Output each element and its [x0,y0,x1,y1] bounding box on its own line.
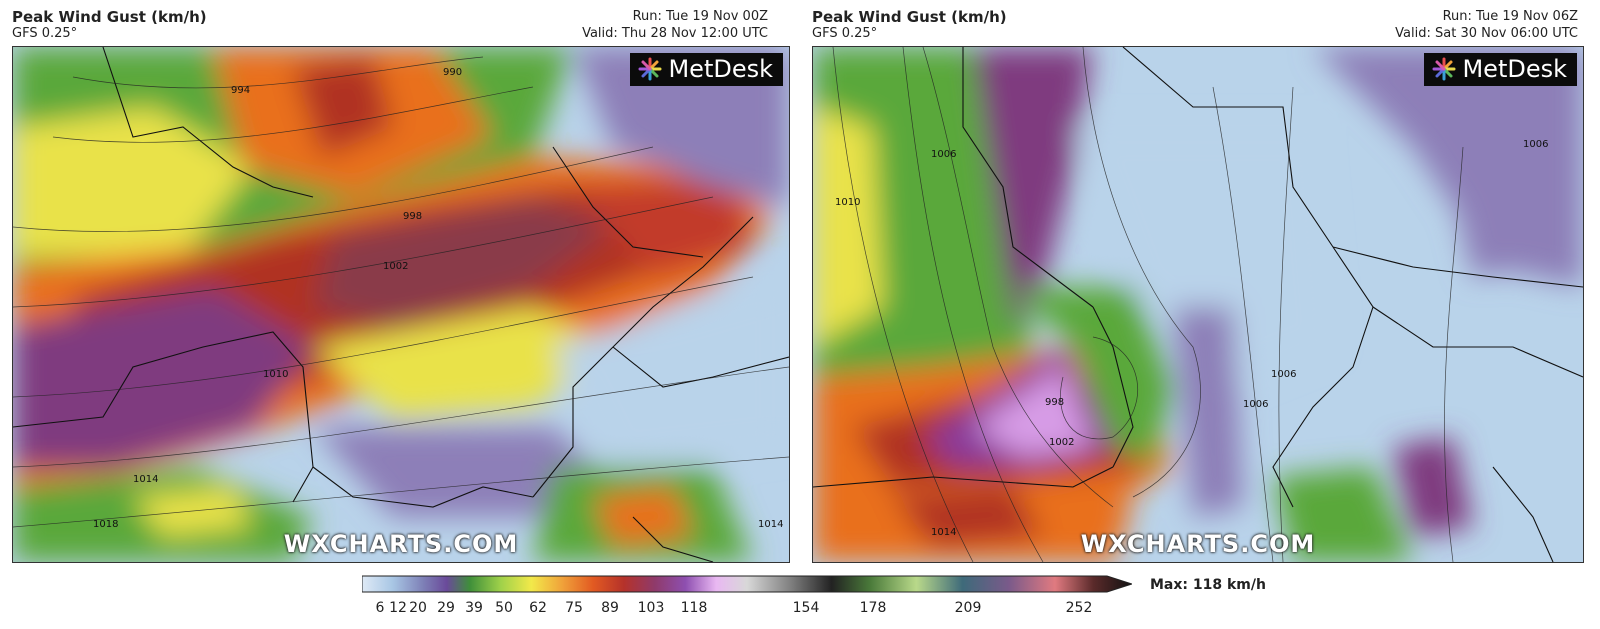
contour-label: 998 [403,211,422,222]
valid-label: Valid: Thu 28 Nov 12:00 UTC [582,26,768,41]
scale-tick: 154 [792,600,820,616]
color-scale-ticks: 6 12 20 29 39 50 62 75 89 103 118 154 17… [362,600,1132,622]
scale-tick: 20 [409,600,427,616]
metdesk-logo: MetDesk [1424,53,1577,86]
metdesk-burst-icon [1432,57,1456,81]
contour-label: 990 [443,67,462,78]
panel-title: Peak Wind Gust (km/h) [12,8,207,26]
watermark: WXCHARTS.COM [283,530,519,558]
scale-tick: 252 [1065,600,1093,616]
contour-label: 1018 [93,519,118,530]
scale-tick: 75 [565,600,583,616]
scale-tick: 39 [465,600,483,616]
metdesk-burst-icon [638,57,662,81]
model-label: GFS 0.25° [12,26,78,41]
contour-label: 1006 [1243,399,1268,410]
scale-tick: 209 [954,600,982,616]
contour-label: 1006 [1523,139,1548,150]
contour-label: 1006 [1271,369,1296,380]
contour-label: 994 [231,85,250,96]
contour-label: 1014 [931,527,956,538]
logo-text: MetDesk [668,55,773,83]
contour-label: 1002 [383,261,408,272]
chart-panel-right: Peak Wind Gust (km/h) GFS 0.25° Run: Tue… [800,0,1600,565]
logo-text: MetDesk [1462,55,1567,83]
metdesk-logo: MetDesk [630,53,783,86]
contour-label: 1006 [931,149,956,160]
scale-tick: 50 [495,600,513,616]
contour-label: 1014 [758,519,783,530]
watermark: WXCHARTS.COM [1080,530,1316,558]
scale-tick: 178 [859,600,887,616]
contour-label: 1010 [263,369,288,380]
scale-tick: 6 [375,600,385,616]
gust-field-left: 990 994 998 1002 1010 1014 1018 1014 [13,47,789,562]
panel-title: Peak Wind Gust (km/h) [812,8,1007,26]
scale-tick: 62 [529,600,547,616]
scale-tick: 118 [680,600,708,616]
gust-field-right: 1010 1006 1006 1006 1006 998 1002 1014 [813,47,1583,562]
contour-label: 1014 [133,474,158,485]
scale-tick: 29 [437,600,455,616]
contour-label: 1002 [1049,437,1074,448]
scale-tick: 89 [601,600,619,616]
gust-map-left[interactable]: 990 994 998 1002 1010 1014 1018 1014 [12,46,790,563]
valid-label: Valid: Sat 30 Nov 06:00 UTC [1395,26,1578,41]
model-label: GFS 0.25° [812,26,878,41]
scale-tick: 103 [637,600,665,616]
color-scale-bar [362,575,1132,593]
contour-label: 1010 [835,197,860,208]
gust-map-right[interactable]: 1010 1006 1006 1006 1006 998 1002 1014 [812,46,1584,563]
max-gust-label: Max: 118 km/h [1150,577,1266,593]
run-label: Run: Tue 19 Nov 00Z [632,9,768,24]
run-label: Run: Tue 19 Nov 06Z [1442,9,1578,24]
scale-tick: 12 [389,600,407,616]
contour-label: 998 [1045,397,1064,408]
chart-panel-left: Peak Wind Gust (km/h) GFS 0.25° Run: Tue… [0,0,790,565]
